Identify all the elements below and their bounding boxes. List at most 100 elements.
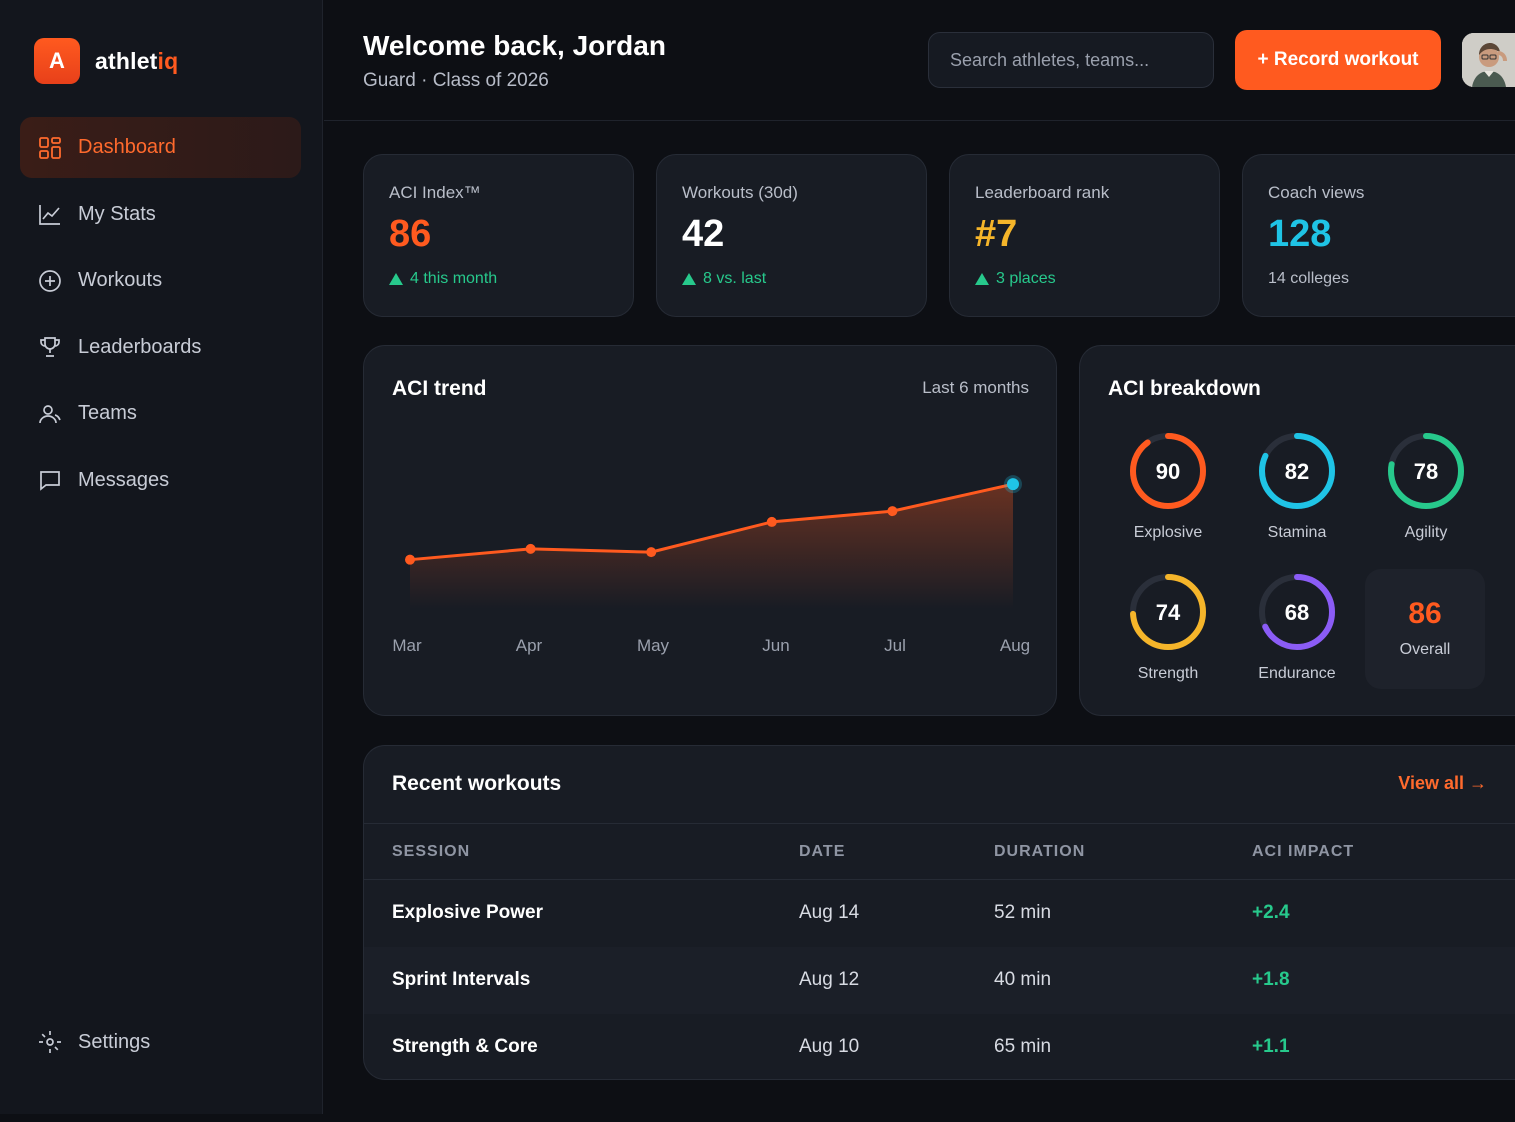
stat-card-workouts[interactable]: Workouts (30d) 42 8 vs. last xyxy=(656,154,927,317)
stat-card-leaderboard-rank[interactable]: Leaderboard rank #7 3 places xyxy=(949,154,1220,317)
sidebar-item-teams[interactable]: Teams xyxy=(20,383,301,444)
table-header: SESSION DATE DURATION ACI IMPACT xyxy=(364,823,1515,880)
gear-icon xyxy=(39,1031,61,1053)
avatar[interactable] xyxy=(1462,33,1515,87)
column-header-session[interactable]: SESSION xyxy=(392,843,471,860)
message-icon xyxy=(40,471,60,492)
sidebar-item-leaderboards[interactable]: Leaderboards xyxy=(20,317,301,378)
column-header-duration[interactable]: DURATION xyxy=(994,843,1086,860)
cell-session: Strength & Core xyxy=(392,1036,538,1057)
sidebar-item-my-stats[interactable]: My Stats xyxy=(20,184,301,245)
stat-value: 128 xyxy=(1268,213,1332,255)
view-all-link[interactable]: View all → xyxy=(1398,773,1487,793)
aci-breakdown-panel: ACI breakdown 90 Explosive 82 Stamina 78… xyxy=(1079,345,1515,716)
grid-icon xyxy=(39,136,61,159)
stat-value: 42 xyxy=(682,213,725,255)
table-row[interactable]: Sprint Intervals Aug 12 40 min +1.8 xyxy=(364,947,1515,1014)
sidebar-item-label: Teams xyxy=(78,402,137,425)
plus-circle-icon xyxy=(39,269,61,292)
sidebar-item-label: My Stats xyxy=(78,202,156,225)
sidebar-item-label: Workouts xyxy=(78,269,163,292)
stat-label: Leaderboard rank xyxy=(975,183,1110,202)
svg-text:90: 90 xyxy=(1156,459,1180,484)
svg-text:74: 74 xyxy=(1156,600,1181,625)
column-header-date[interactable]: DATE xyxy=(799,843,846,860)
panel-title: ACI trend xyxy=(392,377,487,400)
x-tick-label: May xyxy=(637,636,670,655)
stat-card-aci-index[interactable]: ACI Index™ 86 4 this month xyxy=(363,154,634,317)
brand[interactable]: A athletiq xyxy=(34,38,178,84)
trend-point[interactable] xyxy=(405,554,415,565)
sidebar-item-label: Messages xyxy=(78,468,170,491)
x-tick-label: Apr xyxy=(516,636,543,655)
stat-label: Coach views xyxy=(1268,183,1365,202)
x-tick-label: Aug xyxy=(1000,636,1030,655)
stat-delta: 14 colleges xyxy=(1268,270,1349,287)
stat-value: 86 xyxy=(389,213,432,255)
stat-card-coach-views[interactable]: Coach views 128 14 colleges xyxy=(1242,154,1515,317)
sidebar-item-label: Dashboard xyxy=(78,136,176,158)
svg-text:82: 82 xyxy=(1285,459,1309,484)
ring-explosive[interactable]: 90 xyxy=(1128,431,1208,511)
stat-label: ACI Index™ xyxy=(389,183,481,202)
agility-ring-chart: 78 xyxy=(1388,433,1464,509)
cell-date: Aug 14 xyxy=(799,902,860,923)
stat-delta: 3 places xyxy=(975,270,1056,288)
avatar-photo-icon xyxy=(1462,33,1515,87)
cell-aci-impact: +1.1 xyxy=(1252,1036,1290,1057)
trend-point[interactable] xyxy=(525,543,536,554)
sidebar-item-settings[interactable]: Settings xyxy=(38,1030,150,1054)
top-header: Welcome back, Jordan Guard · Class of 20… xyxy=(324,0,1515,121)
ring-agility[interactable]: 78 xyxy=(1386,431,1466,511)
trend-point[interactable] xyxy=(766,516,777,527)
sidebar-item-messages[interactable]: Messages xyxy=(20,450,301,511)
trend-up-icon xyxy=(975,273,989,285)
cell-aci-impact: +2.4 xyxy=(1252,902,1290,923)
cell-date: Aug 10 xyxy=(799,1036,860,1057)
explosive-ring-chart: 90 xyxy=(1130,433,1206,509)
trend-up-icon xyxy=(389,273,403,285)
x-tick-label: Jul xyxy=(884,636,906,655)
recent-workouts-panel: Recent workouts View all → SESSION DATE … xyxy=(363,745,1515,1080)
x-tick-label: Mar xyxy=(392,636,422,655)
trend-up-icon xyxy=(682,273,696,285)
stat-delta: 8 vs. last xyxy=(682,270,766,288)
stat-delta: 4 this month xyxy=(389,270,497,288)
table-row[interactable]: Strength & Core Aug 10 65 min +1.1 xyxy=(364,1014,1515,1079)
record-workout-button[interactable]: + Record workout xyxy=(1235,30,1441,90)
chart-line-icon xyxy=(39,205,60,225)
panel-title: Recent workouts xyxy=(392,772,562,795)
search-input[interactable] xyxy=(928,32,1214,88)
user-icon xyxy=(39,405,61,423)
endurance-ring-chart: 68 xyxy=(1259,574,1335,650)
trend-point[interactable] xyxy=(887,506,898,517)
trend-area-fill xyxy=(410,484,1013,609)
cell-session: Explosive Power xyxy=(392,902,544,923)
trend-range-selector[interactable]: Last 6 months xyxy=(922,378,1029,397)
stamina-ring-chart: 82 xyxy=(1259,433,1335,509)
trophy-icon xyxy=(40,337,60,358)
trend-point-current[interactable] xyxy=(1007,478,1019,491)
stat-label: Workouts (30d) xyxy=(682,183,798,202)
cell-aci-impact: +1.8 xyxy=(1252,969,1290,990)
sidebar-item-dashboard[interactable]: Dashboard xyxy=(20,117,301,178)
brand-name: athletiq xyxy=(95,47,179,74)
page-subtitle: Guard · Class of 2026 xyxy=(363,70,549,91)
cell-session: Sprint Intervals xyxy=(392,969,531,990)
ring-stamina[interactable]: 82 xyxy=(1257,431,1337,511)
ring-endurance[interactable]: 68 xyxy=(1257,572,1337,652)
ring-label: Endurance xyxy=(1258,665,1336,682)
x-tick-label: Jun xyxy=(762,636,789,655)
settings-label: Settings xyxy=(78,1030,151,1053)
overall-label: Overall xyxy=(1399,641,1451,658)
svg-text:78: 78 xyxy=(1414,459,1438,484)
table-row[interactable]: Explosive Power Aug 14 52 min +2.4 xyxy=(364,880,1515,947)
sidebar-item-workouts[interactable]: Workouts xyxy=(20,250,301,311)
overall-value: 86 xyxy=(1408,597,1442,630)
cell-duration: 65 min xyxy=(994,1036,1052,1057)
strength-ring-chart: 74 xyxy=(1130,574,1206,650)
column-header-aci-impact[interactable]: ACI IMPACT xyxy=(1252,843,1355,860)
ring-strength[interactable]: 74 xyxy=(1128,572,1208,652)
overall-score-card: 86 Overall xyxy=(1365,569,1485,689)
trend-point[interactable] xyxy=(646,547,657,558)
